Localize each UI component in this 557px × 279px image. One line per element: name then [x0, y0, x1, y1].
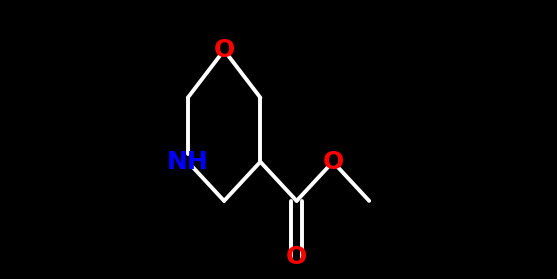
Text: O: O	[286, 245, 307, 269]
Text: NH: NH	[167, 150, 209, 174]
Text: O: O	[323, 150, 344, 174]
Text: O: O	[213, 38, 234, 62]
